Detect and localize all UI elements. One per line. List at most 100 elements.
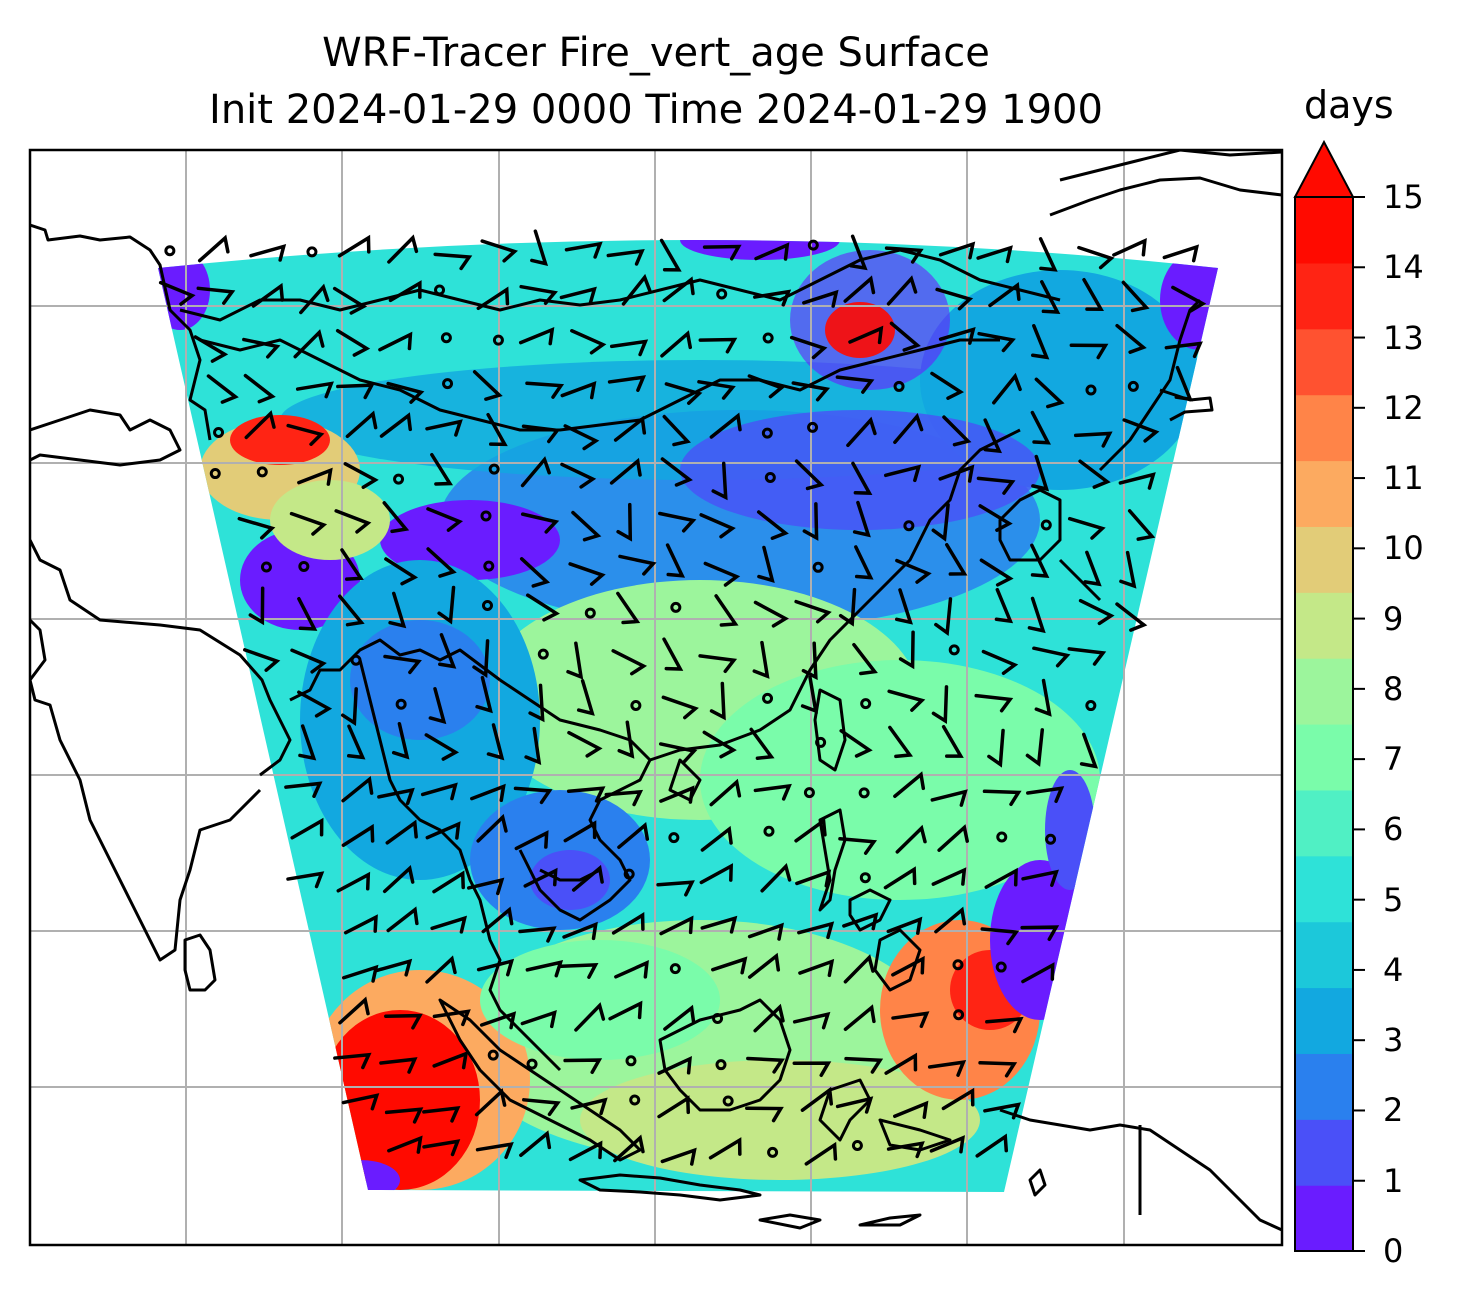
wind-barb <box>886 916 923 935</box>
wind-barb <box>514 830 549 851</box>
wind-barb <box>290 817 324 840</box>
wind-barb <box>1027 596 1046 634</box>
wind-barb <box>1067 516 1106 540</box>
wind-barb <box>564 241 603 259</box>
wind-barb <box>698 337 738 354</box>
wind-barb <box>843 954 875 984</box>
wind-barb <box>425 955 457 984</box>
wind-barb <box>609 457 642 485</box>
wind-barb <box>891 955 925 977</box>
wind-barb <box>559 962 599 979</box>
wind-barb <box>388 591 407 629</box>
wind-barb <box>237 516 276 540</box>
wind-barb <box>1021 869 1059 887</box>
wind-barb <box>789 335 828 360</box>
colorbar-tick-label: 9 <box>1383 599 1404 638</box>
wind-barb <box>979 558 1014 587</box>
wind-barb <box>893 1100 929 1120</box>
colorbar-unit-label: days <box>1304 83 1394 127</box>
calm-wind-marker <box>625 1055 637 1067</box>
wind-barb <box>297 597 318 631</box>
wind-barb <box>616 502 633 542</box>
wind-barb <box>430 452 453 486</box>
wind-barb <box>801 641 818 681</box>
wind-barb <box>345 410 378 439</box>
wind-barb <box>754 242 790 261</box>
map-frame <box>28 148 1284 1247</box>
calm-wind-marker <box>1045 833 1057 845</box>
wind-barb <box>251 282 285 308</box>
wind-barb <box>293 329 325 359</box>
wind-barb <box>1034 377 1065 409</box>
wind-barb <box>196 286 236 305</box>
wind-barb <box>753 783 792 801</box>
wind-barb <box>341 964 379 983</box>
wind-barb <box>893 412 924 444</box>
colorbar-tick-label: 12 <box>1383 388 1424 427</box>
wind-barb <box>752 640 770 679</box>
wind-barb <box>889 321 921 352</box>
wind-barb <box>662 276 695 303</box>
wind-barb <box>983 1102 1021 1120</box>
calm-wind-marker <box>893 380 905 392</box>
calm-wind-marker <box>807 421 819 433</box>
wind-barb <box>377 787 415 806</box>
wind-barb <box>975 1133 1009 1158</box>
colorbar-block <box>1295 592 1353 659</box>
wind-barb <box>835 1096 874 1114</box>
wind-barb <box>700 825 733 852</box>
wind-barb <box>835 375 875 394</box>
wind-barb <box>843 1004 876 1031</box>
wind-barb <box>563 424 600 451</box>
wind-barb <box>703 561 741 587</box>
wind-barb <box>560 462 597 489</box>
wind-barb <box>802 502 819 541</box>
wind-barb <box>660 1147 697 1166</box>
wind-barb <box>613 415 647 442</box>
wind-barb <box>661 695 699 720</box>
colorbar-outline <box>1294 196 1354 1252</box>
wind-barb <box>931 867 967 886</box>
calm-wind-marker <box>948 644 960 656</box>
wind-barb <box>475 675 493 714</box>
wind-barb <box>1079 732 1099 769</box>
wind-barb <box>518 926 557 943</box>
wind-barb <box>286 423 325 446</box>
wind-barb <box>792 1011 831 1030</box>
wind-barb <box>1031 454 1050 492</box>
wind-barb <box>757 545 775 583</box>
calm-wind-marker <box>537 648 549 660</box>
wind-barb <box>560 381 597 400</box>
wind-barb <box>574 1002 606 1032</box>
wind-barb <box>1030 543 1050 579</box>
wind-barb <box>794 459 825 491</box>
colorbar-tick-label: 7 <box>1383 740 1404 779</box>
wind-barb <box>425 821 461 840</box>
wind-barb <box>1162 244 1200 263</box>
wind-barb <box>570 329 607 355</box>
wind-barb <box>664 382 703 405</box>
calm-wind-marker <box>669 963 681 975</box>
calm-wind-marker <box>442 378 454 390</box>
wind-barb <box>249 243 287 262</box>
wind-barb <box>387 1135 423 1154</box>
wind-barb <box>982 789 1022 807</box>
calm-wind-marker <box>996 831 1008 843</box>
wind-barb <box>563 1058 603 1075</box>
graticule <box>30 150 1282 1245</box>
wind-barb <box>289 511 328 536</box>
wind-barb <box>795 869 832 888</box>
calm-wind-marker <box>670 601 682 613</box>
calm-wind-marker <box>716 288 728 300</box>
colorbar-tick-label: 2 <box>1383 1091 1404 1130</box>
colorbar-block <box>1295 987 1353 1054</box>
wind-barb <box>1031 324 1050 360</box>
wind-barb <box>341 823 375 847</box>
wind-barb <box>945 542 968 576</box>
wind-barb <box>977 331 1016 353</box>
wind-barb <box>658 742 698 764</box>
wind-barb <box>665 543 686 578</box>
wind-barb <box>839 729 873 758</box>
calm-wind-marker <box>1085 700 1097 712</box>
wind-barb <box>702 730 737 759</box>
